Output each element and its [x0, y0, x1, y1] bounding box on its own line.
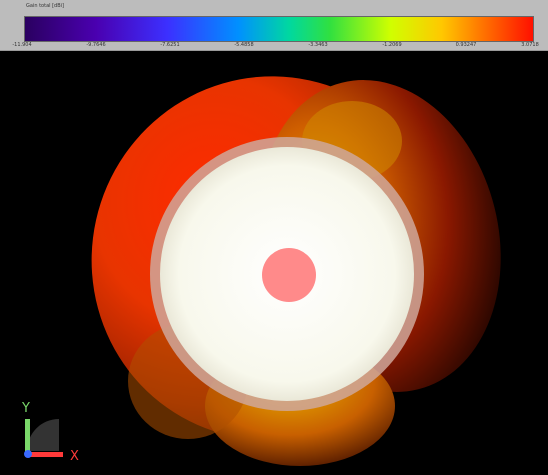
x-axis-label: X — [70, 449, 79, 464]
y-axis-label: Y — [21, 401, 30, 416]
legend-tick: -9.7646 — [86, 42, 106, 48]
radiation-pattern-svg[interactable]: Y X — [0, 51, 548, 475]
color-legend: Gain total [dBi] -11.904 -9.7646 -7.6251… — [0, 0, 548, 51]
y-axis-line — [25, 419, 30, 453]
3d-viewport[interactable]: Y X — [0, 51, 548, 475]
legend-tick: -3.3463 — [308, 42, 328, 48]
legend-tick-labels: -11.904 -9.7646 -7.6251 -5.4858 -3.3463 … — [10, 42, 540, 50]
center-spot — [262, 248, 316, 302]
axis-triad: Y X — [21, 401, 79, 464]
legend-tick: -1.2069 — [382, 42, 402, 48]
z-axis-origin — [24, 450, 32, 458]
legend-tick: 3.0718 — [521, 42, 539, 48]
legend-tick: 0.93247 — [455, 42, 477, 48]
axis-triad-arc — [27, 419, 59, 451]
legend-title: Gain total [dBi] — [26, 3, 65, 9]
legend-tick: -11.904 — [12, 42, 32, 48]
legend-tick: -7.6251 — [160, 42, 180, 48]
legend-tick: -5.4858 — [234, 42, 254, 48]
x-axis-line — [27, 452, 63, 457]
legend-gradient-bar — [24, 16, 534, 42]
